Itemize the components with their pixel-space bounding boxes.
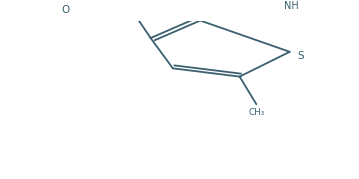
Text: S: S — [298, 51, 304, 61]
Text: NH: NH — [284, 1, 298, 11]
Text: CH₃: CH₃ — [248, 108, 265, 117]
Text: O: O — [62, 5, 70, 15]
